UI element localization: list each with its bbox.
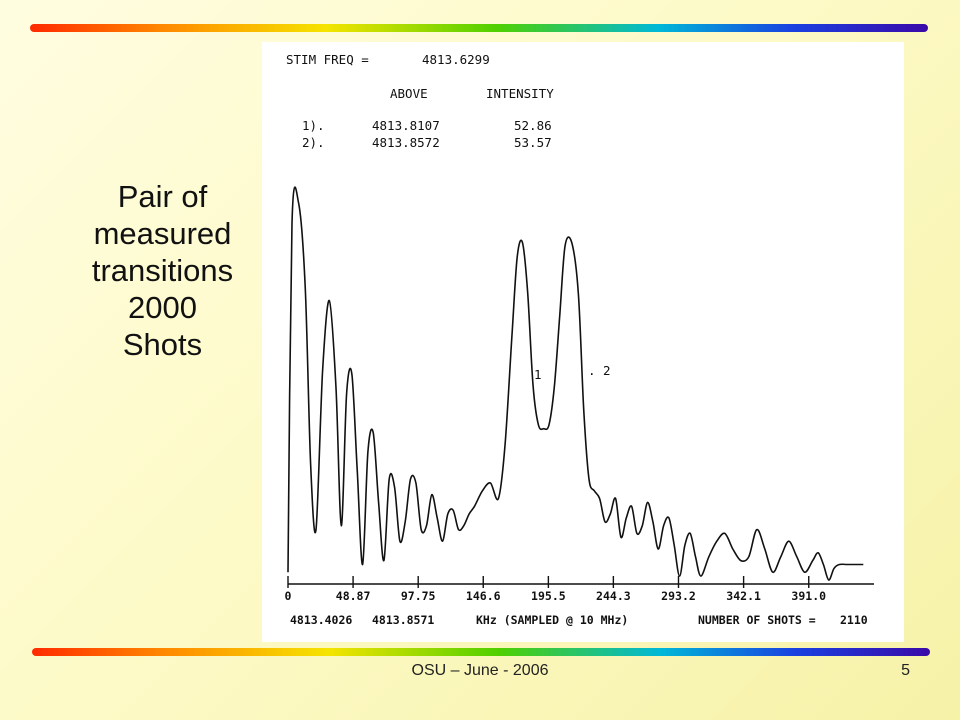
row-2-index: 2).: [302, 135, 325, 150]
x-tick-label-5: 244.3: [596, 589, 631, 603]
spectrum-plot: 0 48.87 97.75 146.6 195.5 244.3 293.2 342.1 391.…: [285, 186, 874, 603]
x-tick-label-4: 195.5: [531, 589, 566, 603]
x-tick-label-7: 342.1: [726, 589, 761, 603]
row-1-frequency: 4813.8107: [372, 118, 440, 133]
x-tick-label-1: 48.87: [336, 589, 371, 603]
shots-value: 2110: [840, 613, 868, 627]
row-1-intensity: 52.86: [514, 118, 552, 133]
row-2-frequency: 4813.8572: [372, 135, 440, 150]
second-frequency-label: 4813.8571: [372, 613, 434, 627]
start-frequency-label: 4813.4026: [290, 613, 352, 627]
spectrum-line-0: [287, 186, 864, 581]
x-tick-label-3: 146.6: [466, 589, 501, 603]
spectrum-scan-figure: STIM FREQ = 4813.6299 ABOVE INTENSITY 1)…: [262, 42, 904, 642]
row-2-intensity: 53.57: [514, 135, 552, 150]
x-tick-label-0: 0: [285, 589, 292, 603]
peak-marker-2: . 2: [588, 363, 611, 378]
column-header-intensity: INTENSITY: [486, 86, 554, 101]
slide-title: Pair of measured transitions 2000 Shots: [91, 179, 234, 362]
footer-text: OSU – June - 2006: [411, 662, 549, 679]
top-rainbow-divider: [30, 24, 928, 32]
peak-marker-1: 1: [534, 367, 542, 382]
x-tick-label-2: 97.75: [401, 589, 436, 603]
x-tick-label-8: 391.0: [791, 589, 826, 603]
stim-freq-label: STIM FREQ =: [286, 52, 369, 67]
row-1-index: 1).: [302, 118, 325, 133]
shots-label: NUMBER OF SHOTS =: [698, 613, 816, 627]
bottom-rainbow-divider: [32, 648, 930, 656]
column-header-above: ABOVE: [390, 86, 428, 101]
x-tick-label-6: 293.2: [661, 589, 696, 603]
x-axis-label: KHz (SAMPLED @ 10 MHz): [476, 613, 628, 627]
slide-number: 5: [901, 662, 910, 679]
stim-freq-value: 4813.6299: [422, 52, 490, 67]
